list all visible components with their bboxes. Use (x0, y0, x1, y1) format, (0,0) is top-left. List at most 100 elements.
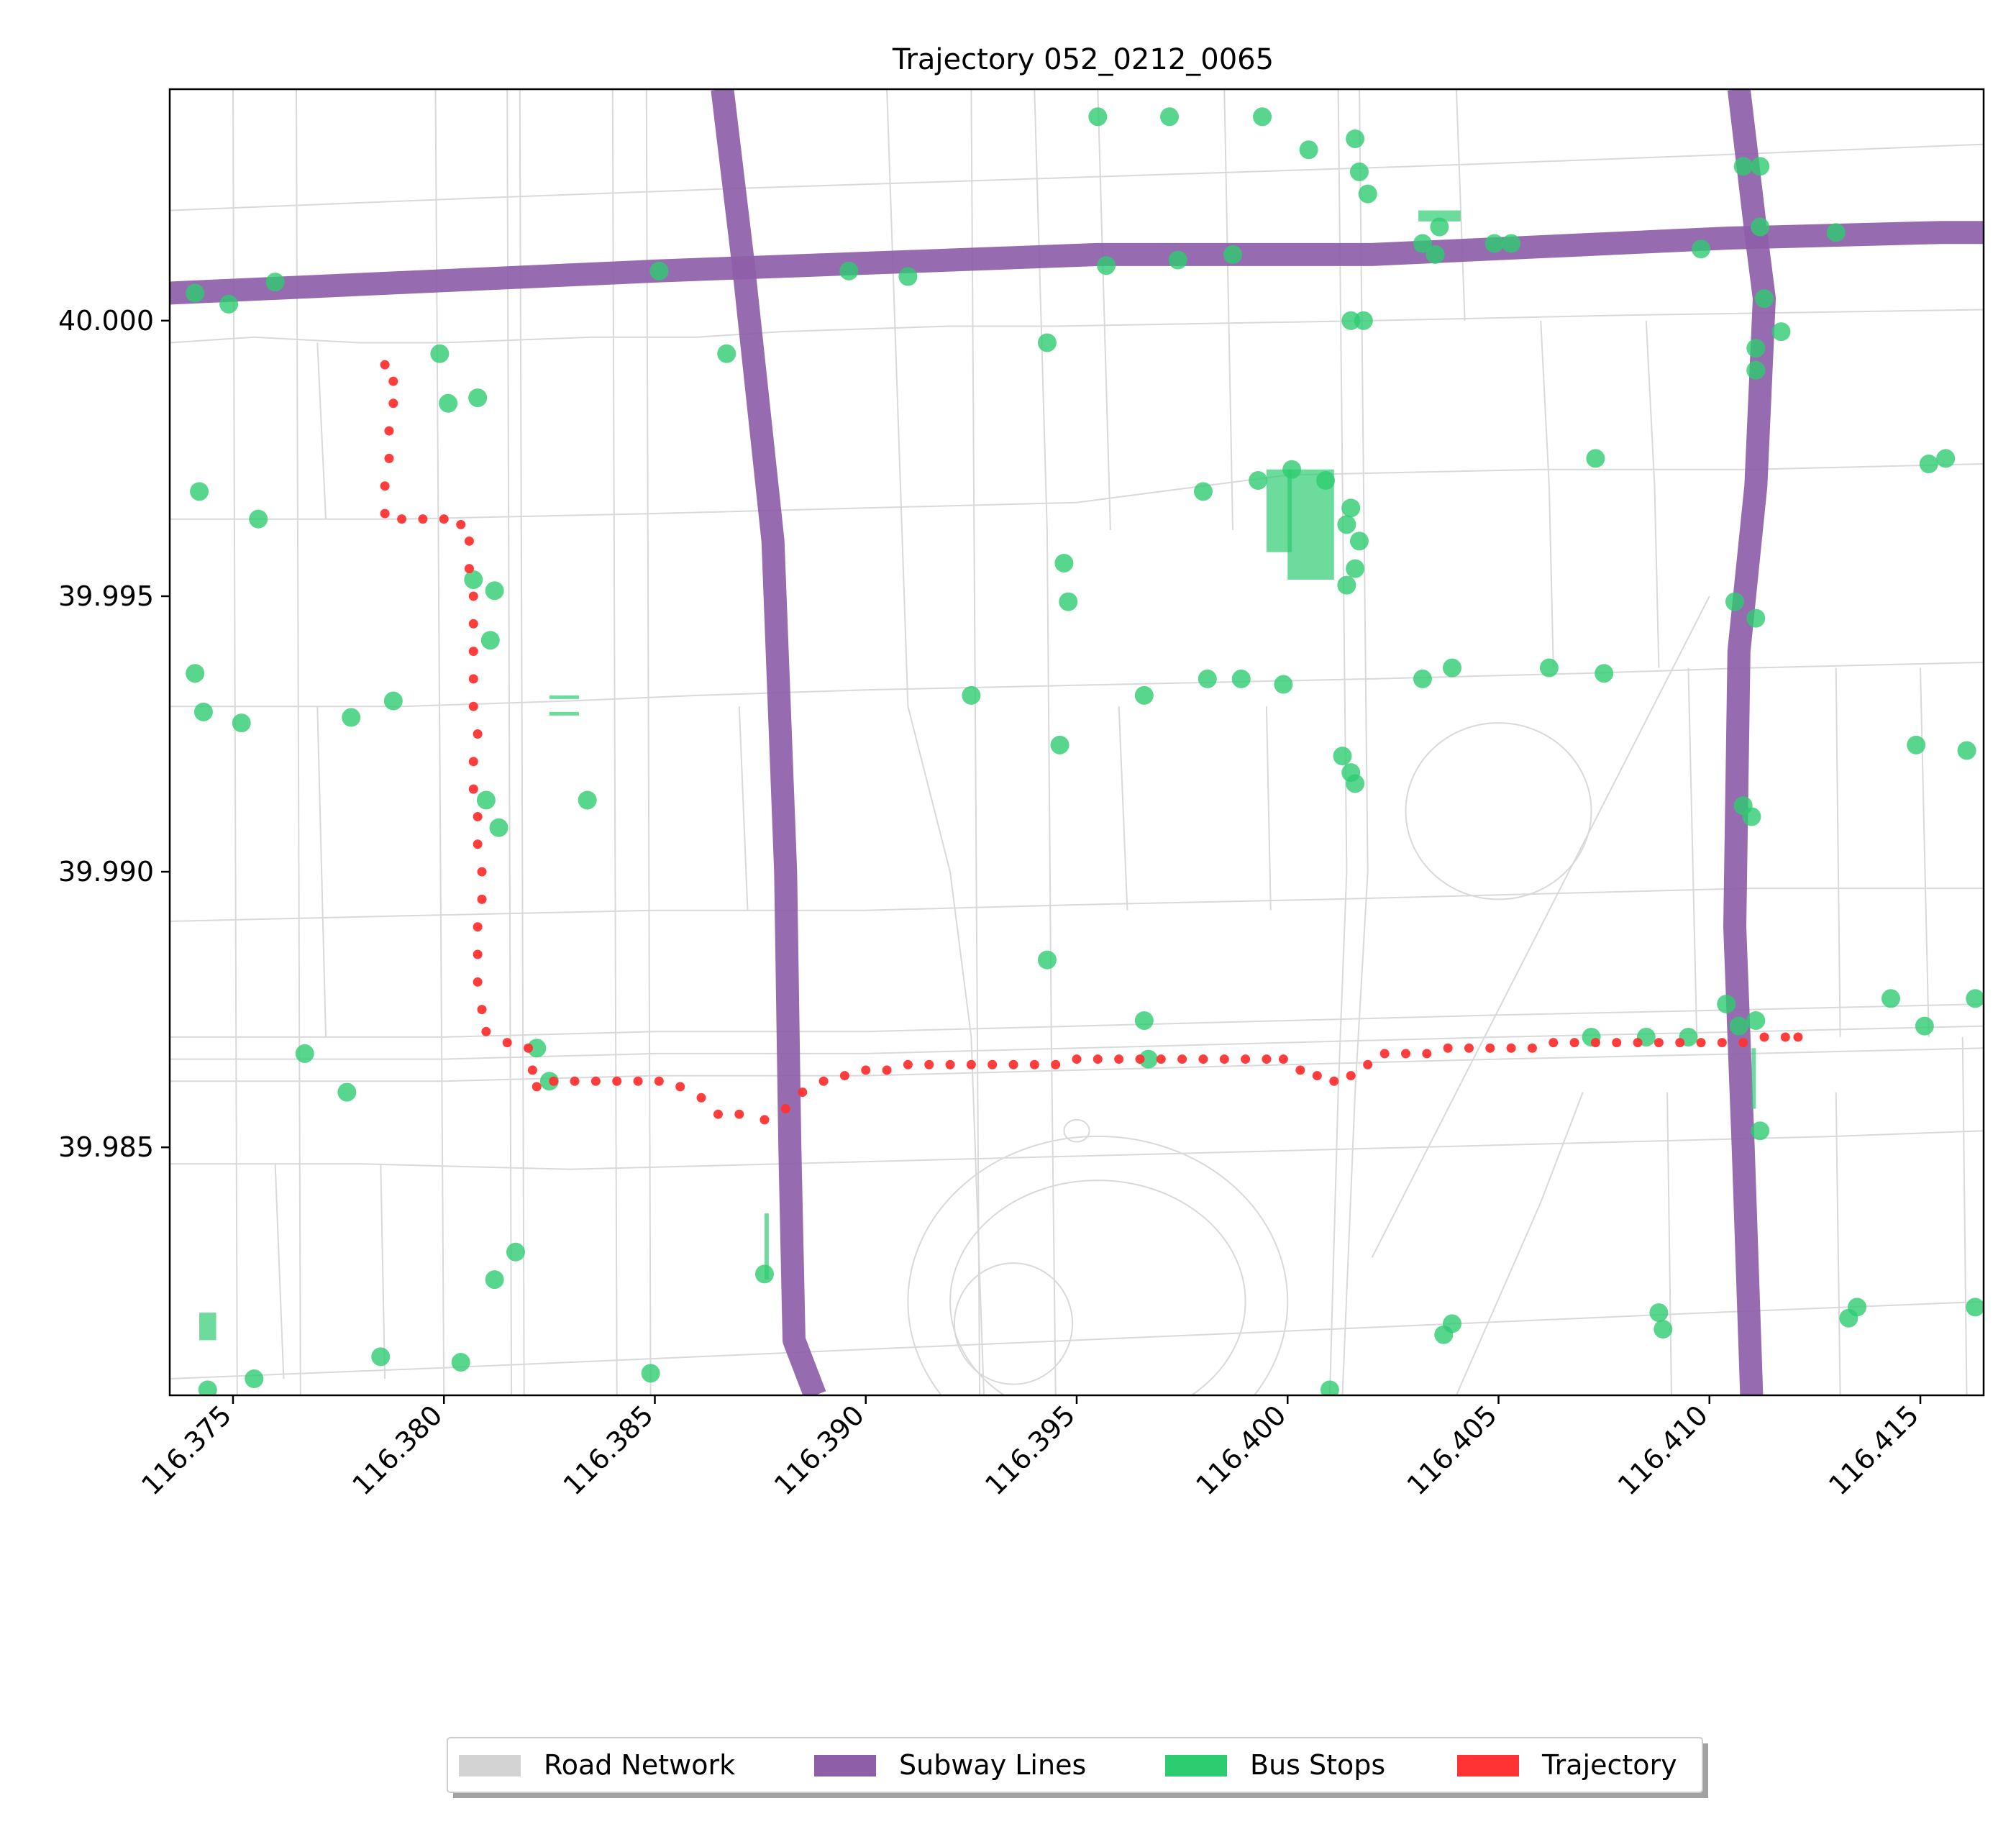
bus-stop-marker (1919, 455, 1938, 474)
road-segment (170, 463, 1984, 520)
bus-stop-marker (1692, 240, 1711, 259)
bus-stop-area (549, 711, 579, 716)
road-segment (1371, 596, 1710, 1258)
legend-label-bus-stops: Bus Stops (1250, 1749, 1385, 1781)
bus-stop-marker (193, 702, 213, 721)
y-tick-label: 40.000 (58, 305, 154, 337)
trajectory-point (473, 949, 483, 959)
bus-stop-marker (1223, 245, 1243, 264)
road-segment (316, 342, 327, 519)
bus-stop-marker (1413, 234, 1432, 253)
bus-stop-marker (717, 344, 736, 363)
road-segment (170, 1025, 1984, 1060)
trajectory-point (1400, 1049, 1410, 1059)
bus-stop-marker (1193, 482, 1213, 501)
bus-stop-marker (1771, 322, 1791, 342)
bus-stop-marker (1346, 129, 1365, 148)
road-segment (296, 89, 301, 1395)
bus-stop-marker (1320, 1380, 1339, 1395)
legend: Road Network Subway Lines Bus Stops Traj… (447, 1737, 1708, 1798)
bus-stop-marker (1751, 1121, 1770, 1141)
trajectory-point (882, 1065, 892, 1075)
road-segment (170, 1047, 1984, 1082)
bus-stops-layer (186, 107, 1984, 1395)
legend-swatch-road-network (459, 1755, 521, 1776)
road-segment (434, 89, 445, 1395)
bus-stop-marker (1915, 1016, 1934, 1036)
trajectory-point (380, 508, 390, 519)
trajectory-point (388, 398, 398, 409)
road-segment (506, 89, 513, 1395)
trajectory-point (473, 729, 483, 739)
road-segment (886, 89, 985, 1395)
bus-stop-marker (1198, 669, 1217, 688)
trajectory-point (1443, 1043, 1453, 1053)
road-segment (645, 89, 652, 1395)
bus-stop-marker (265, 273, 285, 292)
bus-stop-marker (1881, 989, 1900, 1008)
bus-stop-marker (1337, 515, 1356, 534)
trajectory-point (924, 1059, 934, 1069)
bus-stop-marker (1725, 592, 1744, 611)
y-axis: 40.000 39.995 39.990 39.985 (58, 305, 170, 1163)
bus-stop-marker (1341, 498, 1361, 518)
bus-stop-marker (1717, 994, 1736, 1013)
trajectory-point (1329, 1076, 1339, 1086)
bus-stop-marker (1826, 223, 1846, 242)
trajectory-point (380, 481, 390, 491)
trajectory-point (1675, 1038, 1685, 1048)
bus-stop-marker (1966, 989, 1984, 1008)
bus-stop-marker (186, 283, 205, 303)
trajectory-point (590, 1076, 601, 1086)
bus-stop-marker (451, 1353, 470, 1372)
bus-stop-marker (1168, 250, 1187, 270)
trajectory-point (1262, 1054, 1272, 1064)
trajectory-point (818, 1076, 829, 1086)
trajectory-point (1696, 1038, 1706, 1048)
bus-stop-marker (1346, 559, 1365, 578)
trajectory-point (418, 514, 428, 524)
bus-stop-marker (1733, 157, 1753, 176)
trajectory-point (1780, 1032, 1790, 1042)
road-segment (1687, 667, 1698, 1037)
bus-stop-marker (1746, 339, 1766, 358)
legend-swatch-subway-lines (814, 1755, 876, 1776)
road-segment (1540, 320, 1554, 668)
bus-stop-marker (1097, 256, 1116, 275)
trajectory-layer (380, 360, 1803, 1125)
road-ring (907, 1135, 1289, 1395)
bus-stop-marker (527, 1039, 547, 1058)
y-tick-label: 39.990 (58, 856, 154, 888)
y-tick-label: 39.985 (58, 1131, 154, 1163)
trajectory-point (388, 376, 398, 386)
trajectory-point (1278, 1054, 1288, 1064)
bus-stop-marker (1349, 532, 1369, 551)
trajectory-point (570, 1076, 580, 1086)
bus-stop-marker (249, 509, 268, 529)
trajectory-point (473, 839, 483, 849)
trajectory-point (633, 1076, 643, 1086)
bus-stop-marker (1966, 1297, 1984, 1317)
road-segment (611, 89, 618, 1395)
trajectory-point (1241, 1054, 1251, 1064)
trajectory-point (696, 1093, 706, 1103)
trajectory-point (380, 360, 390, 370)
legend-swatch-trajectory (1457, 1755, 1519, 1776)
trajectory-point (468, 619, 478, 629)
bus-stop-marker (1957, 741, 1976, 760)
trajectory-point (1114, 1054, 1124, 1064)
road-ring (1405, 722, 1592, 900)
trajectory-point (675, 1082, 685, 1092)
subway-line (711, 89, 826, 1395)
plot-area (170, 89, 1984, 1395)
bus-stop-marker (1354, 311, 1373, 330)
trajectory-point (839, 1071, 849, 1081)
bus-stop-marker (754, 1264, 774, 1284)
legend-label-road-network: Road Network (544, 1749, 735, 1781)
road-segment (1341, 89, 1369, 1395)
trajectory-point (1156, 1054, 1166, 1064)
trajectory-point (1177, 1054, 1187, 1064)
legend-label-subway-lines: Subway Lines (899, 1749, 1086, 1781)
trajectory-point (1717, 1038, 1727, 1048)
